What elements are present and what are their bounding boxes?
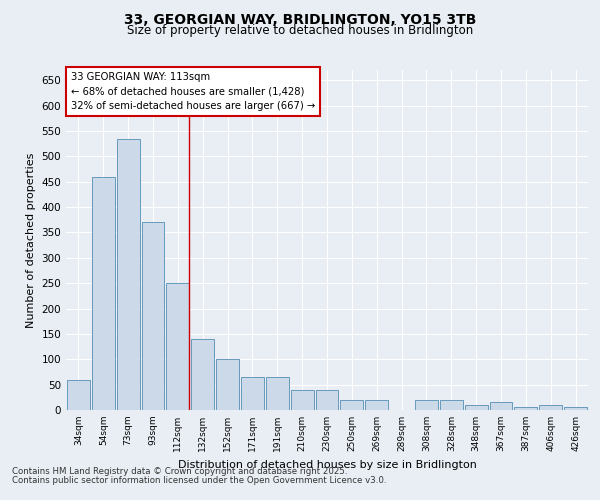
Bar	[92, 176, 115, 410]
Text: Contains HM Land Registry data © Crown copyright and database right 2025.: Contains HM Land Registry data © Crown c…	[12, 467, 347, 476]
Bar	[117, 138, 140, 410]
Bar	[490, 402, 512, 410]
Bar	[142, 222, 164, 410]
Bar	[340, 400, 363, 410]
Bar	[166, 283, 189, 410]
Text: Contains public sector information licensed under the Open Government Licence v3: Contains public sector information licen…	[12, 476, 386, 485]
Bar	[191, 339, 214, 410]
Bar	[241, 377, 264, 410]
Bar	[266, 377, 289, 410]
Text: Size of property relative to detached houses in Bridlington: Size of property relative to detached ho…	[127, 24, 473, 37]
Bar	[539, 405, 562, 410]
Bar	[440, 400, 463, 410]
Bar	[514, 408, 537, 410]
Bar	[415, 400, 438, 410]
Bar	[316, 390, 338, 410]
Text: 33, GEORGIAN WAY, BRIDLINGTON, YO15 3TB: 33, GEORGIAN WAY, BRIDLINGTON, YO15 3TB	[124, 12, 476, 26]
Text: 33 GEORGIAN WAY: 113sqm
← 68% of detached houses are smaller (1,428)
32% of semi: 33 GEORGIAN WAY: 113sqm ← 68% of detache…	[71, 72, 316, 112]
Y-axis label: Number of detached properties: Number of detached properties	[26, 152, 36, 328]
X-axis label: Distribution of detached houses by size in Bridlington: Distribution of detached houses by size …	[178, 460, 476, 469]
Bar	[291, 390, 314, 410]
Bar	[465, 405, 488, 410]
Bar	[216, 360, 239, 410]
Bar	[564, 408, 587, 410]
Bar	[365, 400, 388, 410]
Bar	[67, 380, 90, 410]
